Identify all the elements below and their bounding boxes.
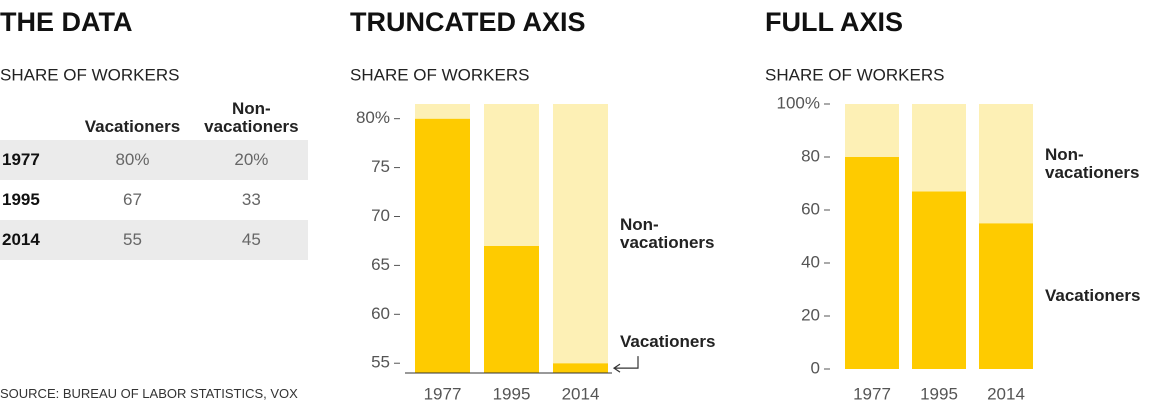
- y-tick-label: 80: [801, 146, 820, 165]
- col-header: Vacationers: [84, 117, 181, 136]
- table-row: 2014 55 45: [0, 220, 308, 260]
- cell: 20%: [194, 140, 308, 180]
- y-tick-label: 75: [371, 157, 390, 176]
- bar-segment: [415, 104, 470, 119]
- legend-label: Vacationers: [620, 332, 716, 352]
- table-title: THE DATA: [0, 7, 132, 37]
- bar-segment: [484, 104, 539, 246]
- chart-subtitle: SHARE OF WORKERS: [765, 65, 944, 84]
- x-tick-label: 1995: [920, 384, 958, 403]
- bar-segment: [845, 157, 899, 369]
- pointer-arrow: [612, 356, 639, 373]
- legend-label: Non-vacationers: [1045, 144, 1140, 182]
- bar-segment: [979, 223, 1033, 369]
- y-tick-label: 70: [371, 206, 390, 225]
- y-tick-label: 0: [811, 358, 820, 377]
- x-tick-label: 2014: [987, 384, 1025, 403]
- cell: 55: [70, 220, 195, 260]
- cell: 33: [241, 190, 261, 209]
- x-tick-label: 1995: [493, 384, 531, 403]
- table-subtitle: SHARE OF WORKERS: [0, 65, 179, 84]
- y-tick-label: 40: [801, 252, 820, 271]
- chart-title: TRUNCATED AXIS: [350, 7, 586, 37]
- cell: 80%: [70, 140, 195, 180]
- chart-subtitle: SHARE OF WORKERS: [350, 65, 529, 84]
- bar-segment: [484, 245, 539, 373]
- chart-title: FULL AXIS: [765, 7, 903, 37]
- bar-segment: [912, 104, 966, 192]
- bar-segment: [845, 104, 899, 157]
- plot: [415, 104, 608, 373]
- bar-segment: [553, 104, 608, 364]
- y-tick-label: 20: [801, 305, 820, 324]
- legend-label: Vacationers: [1045, 286, 1141, 306]
- row-year: 1977: [0, 140, 71, 180]
- bar-segment: [979, 104, 1033, 224]
- cell: 45: [194, 220, 308, 260]
- source: SOURCE: BUREAU OF LABOR STATISTICS, VOX: [0, 386, 298, 401]
- legend-label: Non-vacationers: [620, 214, 715, 252]
- row-year: 2014: [0, 220, 71, 260]
- blank: [0, 100, 70, 140]
- x-tick-label: 2014: [562, 384, 600, 403]
- row-year: 1995: [2, 190, 40, 209]
- bar-segment: [912, 191, 966, 369]
- y-tick-label: 60: [371, 304, 390, 323]
- table-row: 1995 67 33: [0, 180, 308, 220]
- x-tick-label: 1977: [853, 384, 891, 403]
- data-table: Vacationers Non-vacationers 1977 80% 20% 19…: [0, 100, 308, 260]
- y-tick-label: 55: [371, 353, 390, 372]
- y-tick-label: 65: [371, 255, 390, 274]
- x-tick-label: 1977: [424, 384, 462, 403]
- bar-segment: [553, 363, 608, 373]
- cell: 67: [123, 190, 142, 209]
- header-row: Vacationers Non-vacationers: [0, 100, 308, 140]
- y-tick-label: 60: [801, 199, 820, 218]
- y-tick-label: 100%: [777, 93, 820, 112]
- bar-segment: [415, 118, 470, 373]
- table-row: 1977 80% 20%: [0, 140, 308, 180]
- plot: [845, 104, 1033, 369]
- y-tick-label: 80%: [356, 108, 390, 127]
- col-header: Non-vacationers: [204, 99, 299, 136]
